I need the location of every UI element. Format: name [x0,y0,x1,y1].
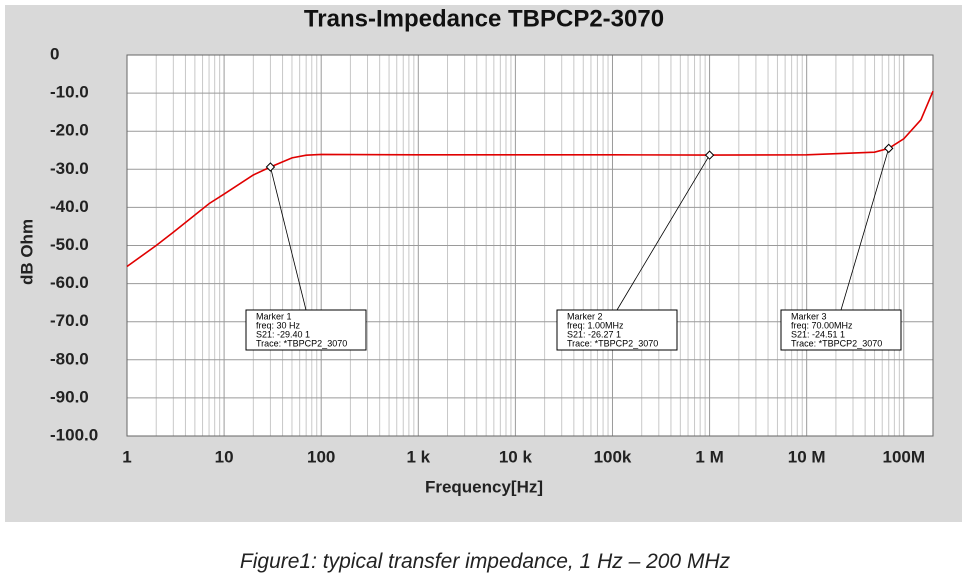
marker-text: Trace: *TBPCP2_3070 [256,338,347,348]
x-tick-label: 10 k [499,447,533,466]
y-tick-label: -90.0 [50,387,89,406]
y-tick-label: -70.0 [50,311,89,330]
marker-text: freq: 30 Hz [256,320,301,330]
x-tick-label: 1 M [695,447,723,466]
marker-text: freq: 70.00MHz [791,320,853,330]
plot-border [126,54,934,437]
y-tick-label: -10.0 [50,83,89,102]
y-tick-label: -100.0 [50,425,98,444]
marker-leader [616,154,710,311]
y-tick-label: -60.0 [50,273,89,292]
marker-text: Trace: *TBPCP2_3070 [791,338,882,348]
y-tick-label: -80.0 [50,349,89,368]
grid: 1 10 100 1 k 10 k 100k 1 M 10 M 100M 0 -10.0 -20.0 -… [50,44,934,466]
marker-box [780,309,902,351]
marker-leader [270,166,307,311]
y-tick-label: -30.0 [50,159,89,178]
marker-point [265,162,276,172]
x-tick-label: 100 [307,447,335,466]
chart-title: Trans-Impedance TBPCP2-3070 [304,5,664,32]
y-tick-label: -40.0 [50,197,89,216]
marker-text: Marker 3 [791,311,827,321]
y-tick-label: 0 [50,44,59,63]
marker-text: S21: -24.51 1 [791,329,845,339]
y-axis-label: dB Ohm [17,219,36,285]
marker-text: S21: -29.40 1 [256,329,310,339]
x-tick-label: 10 M [788,447,826,466]
y-tick-label: -50.0 [50,235,89,254]
marker-text: Marker 2 [567,311,603,321]
chart: Trans-Impedance TBPCP2-3070 Frequency[Hz… [5,5,962,522]
x-tick-label: 1 [122,447,131,466]
y-tick-label: -20.0 [50,121,89,140]
marker-text: freq: 1.00MHz [567,320,624,330]
series-line [126,90,934,268]
x-axis-label: Frequency[Hz] [425,477,543,496]
x-tick-label: 10 [215,447,234,466]
marker-box [245,309,367,351]
marker-text: S21: -26.27 1 [567,329,621,339]
x-tick-label: 100M [883,447,926,466]
marker-text: Marker 1 [256,311,292,321]
marker-leader [840,148,890,311]
caption: Figure1: typical transfer impedance, 1 H… [239,550,731,573]
marker-point [884,143,894,154]
x-tick-label: 100k [594,447,632,466]
marker-point [704,150,715,160]
marker-box [556,309,678,351]
x-tick-label: 1 k [406,447,430,466]
marker-text: Trace: *TBPCP2_3070 [567,338,658,348]
